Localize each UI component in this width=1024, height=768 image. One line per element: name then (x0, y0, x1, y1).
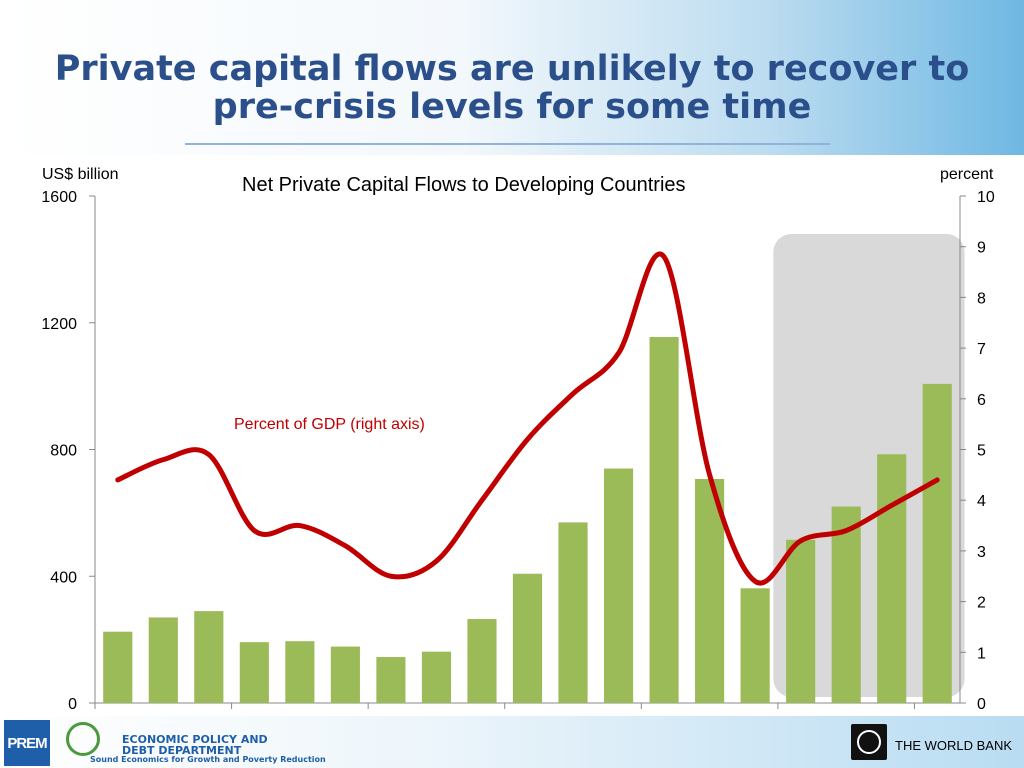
bar (376, 657, 406, 703)
slide-title-line2: pre-crisis levels for some time (212, 87, 812, 127)
bar (467, 619, 497, 703)
bar (421, 651, 452, 703)
right-axis-tick-label: 6 (977, 392, 986, 409)
slide-title-line1: Private capital flows are unlikely to re… (54, 49, 970, 89)
left-axis-tick-label: 1600 (41, 189, 77, 206)
right-axis-tick-label: 9 (977, 240, 986, 257)
left-axis-unit-label: US$ billion (42, 166, 119, 183)
bar (695, 478, 725, 703)
world-bank-name: THE WORLD BANK (895, 738, 1013, 753)
epd-logo-icon (66, 722, 100, 756)
department-name-line2: DEBT DEPARTMENT (122, 744, 242, 757)
slide-header (0, 0, 1024, 155)
title-divider (185, 143, 830, 145)
right-axis-tick-label: 3 (977, 544, 986, 561)
right-axis-tick-label: 0 (977, 696, 986, 713)
bar (603, 468, 634, 703)
percent-gdp-series-label: Percent of GDP (right axis) (234, 416, 425, 433)
bar (786, 539, 816, 703)
left-axis-tick-label: 1200 (41, 316, 77, 333)
left-axis-tick-label: 400 (50, 569, 77, 586)
bar (285, 641, 315, 703)
right-axis-unit-label: percent (940, 166, 994, 183)
projection-shade-region (773, 234, 965, 697)
percent-gdp-line (115, 251, 940, 586)
bar (148, 617, 178, 703)
bar (877, 454, 907, 703)
bar (740, 588, 770, 703)
world-bank-logo-icon (851, 724, 887, 760)
department-tagline: Sound Economics for Growth and Poverty R… (90, 755, 326, 764)
bar (103, 631, 133, 703)
right-axis-tick-label: 10 (977, 189, 995, 206)
right-axis-tick-label: 1 (977, 645, 986, 662)
department-name-line1: ECONOMIC POLICY AND (122, 733, 268, 746)
chart-title: Net Private Capital Flows to Developing … (242, 174, 686, 196)
bar (330, 646, 360, 703)
right-axis-tick-label: 7 (977, 341, 986, 358)
left-axis-tick-label: 800 (50, 443, 77, 460)
bar (922, 383, 952, 703)
prem-logo-text: PREM (7, 734, 47, 752)
right-axis-tick-label: 4 (977, 493, 986, 510)
left-axis-tick-label: 0 (68, 696, 77, 713)
slide-title: Private capital flows are unlikely to re… (0, 50, 1024, 126)
bar (831, 506, 861, 703)
prem-logo-icon: PREM (4, 720, 50, 766)
bar (558, 522, 588, 703)
right-axis-tick-label: 8 (977, 290, 986, 307)
bar (239, 642, 269, 703)
right-axis-tick-label: 2 (977, 595, 986, 612)
bar (512, 573, 543, 703)
bar (194, 611, 224, 703)
right-axis-tick-label: 5 (977, 443, 986, 460)
bar (649, 337, 679, 703)
